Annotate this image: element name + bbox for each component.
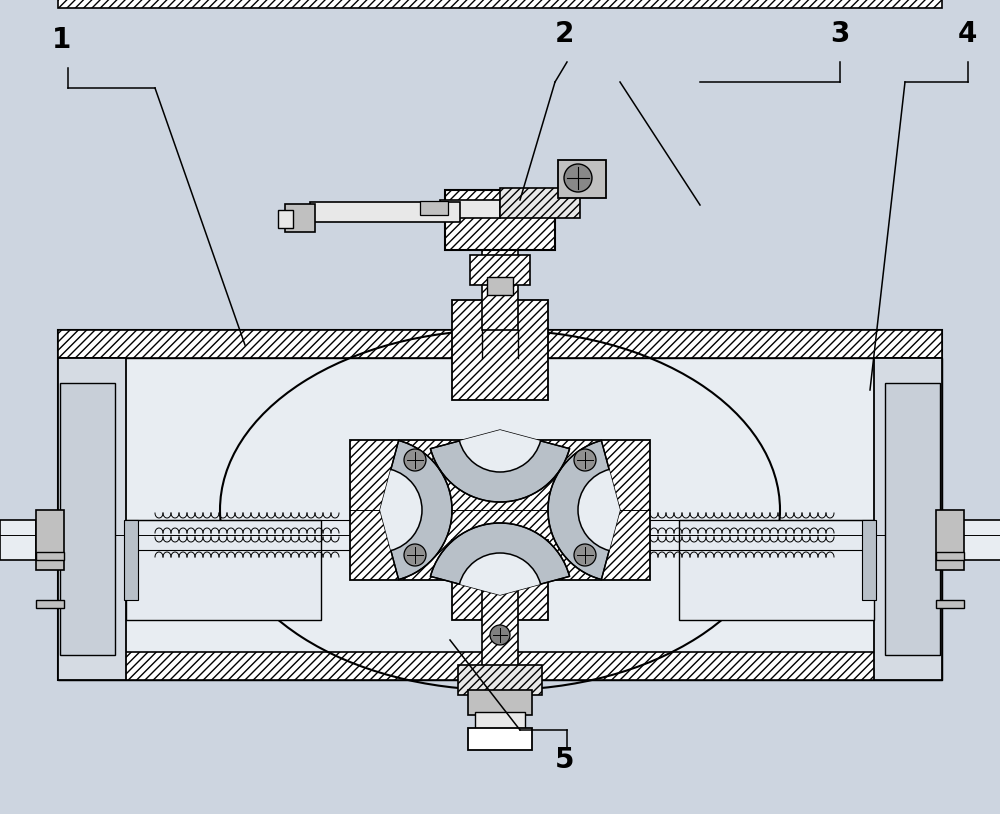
Bar (278, 210, 293, 228)
Circle shape (574, 544, 596, 566)
Circle shape (490, 625, 510, 645)
Wedge shape (380, 440, 452, 580)
Bar (468, 728, 532, 750)
Bar (36, 600, 64, 608)
Bar (458, 665, 542, 695)
Bar (0, 520, 36, 560)
Bar (58, 330, 942, 358)
Bar (487, 277, 513, 295)
Bar (452, 300, 548, 400)
Bar (470, 255, 530, 285)
Bar (936, 600, 964, 608)
Wedge shape (548, 440, 620, 580)
Text: 3: 3 (830, 20, 849, 48)
Wedge shape (430, 523, 570, 595)
Circle shape (564, 164, 592, 192)
Bar (36, 510, 64, 570)
Bar (558, 160, 606, 198)
Bar (58, 358, 126, 680)
Bar (475, 712, 525, 730)
Bar (468, 690, 532, 715)
Bar (948, 520, 1000, 560)
Wedge shape (459, 430, 541, 472)
Wedge shape (459, 553, 541, 595)
Bar (936, 552, 964, 560)
Bar (440, 200, 500, 218)
Bar (874, 358, 942, 680)
Bar (445, 190, 555, 250)
Bar (500, 188, 580, 218)
Bar (452, 540, 548, 620)
Text: 1: 1 (52, 26, 71, 54)
Bar (482, 250, 518, 330)
Bar (350, 440, 650, 580)
Bar (124, 520, 138, 600)
Wedge shape (578, 470, 620, 550)
Bar (60, 383, 115, 655)
Wedge shape (380, 470, 422, 550)
Bar (862, 520, 876, 600)
Bar (285, 204, 315, 232)
Text: 2: 2 (555, 20, 574, 48)
Bar (679, 520, 874, 620)
Bar (36, 552, 64, 560)
Bar (310, 202, 460, 222)
Wedge shape (430, 430, 570, 502)
Bar (58, 0, 942, 8)
Bar (482, 580, 518, 670)
Bar (58, 330, 942, 680)
Circle shape (404, 449, 426, 471)
Bar (885, 383, 940, 655)
Bar (420, 201, 448, 215)
Bar (126, 520, 321, 620)
Bar (58, 358, 942, 680)
Circle shape (404, 544, 426, 566)
Bar (936, 510, 964, 570)
Circle shape (574, 449, 596, 471)
Bar (58, 652, 942, 680)
Text: 5: 5 (555, 746, 574, 774)
Text: 4: 4 (958, 20, 977, 48)
